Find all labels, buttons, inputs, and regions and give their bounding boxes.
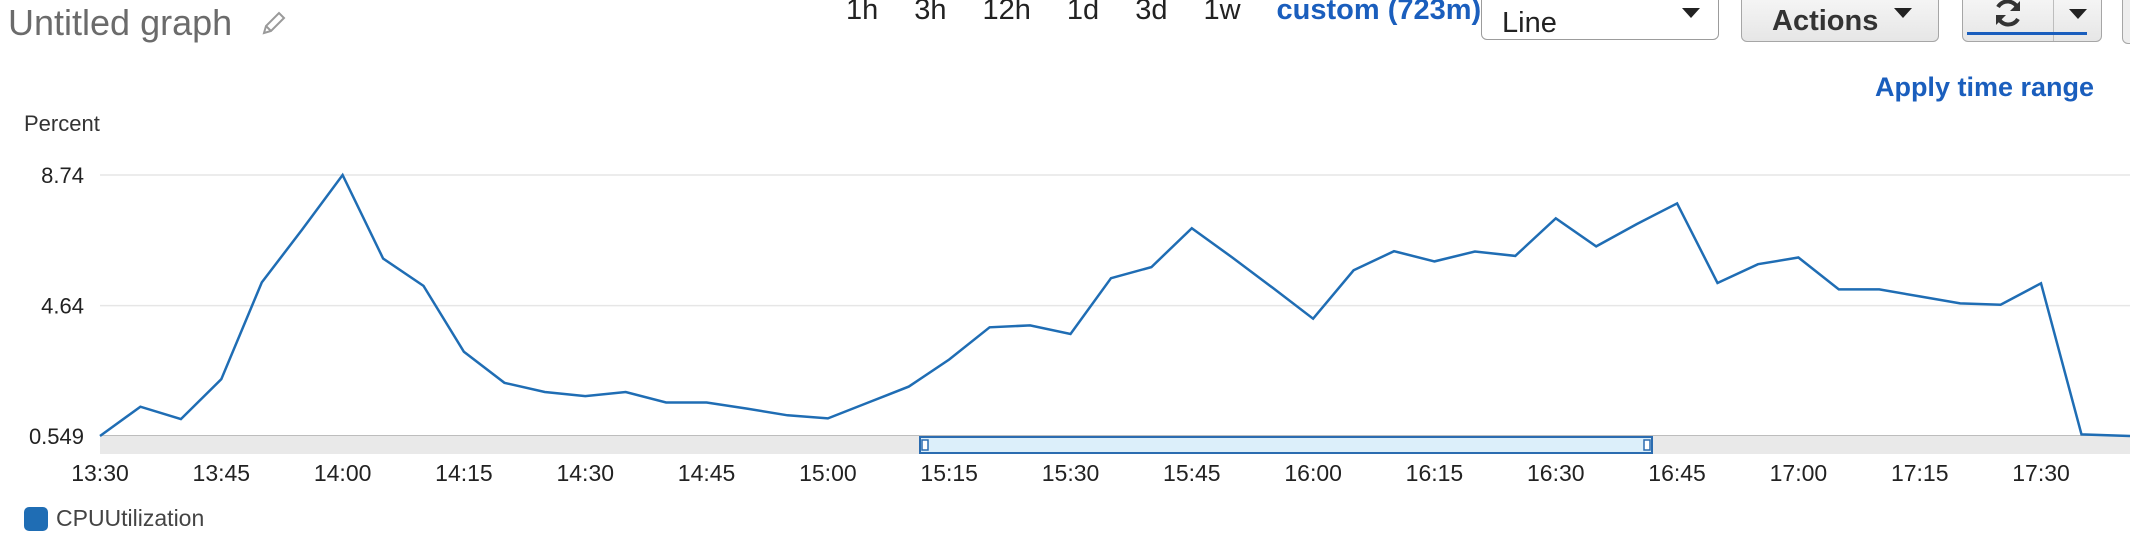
apply-time-range-link[interactable]: Apply time range (1874, 72, 2094, 102)
y-tick-label: 0.549 (29, 424, 84, 449)
x-tick-label: 15:00 (799, 460, 857, 486)
actions-button[interactable]: Actions (1741, 0, 1939, 42)
graph-type-value: Line (1502, 7, 1557, 39)
y-tick-label: 4.64 (41, 294, 84, 319)
time-scrubber-selection[interactable] (919, 436, 1653, 454)
range-custom-label: custom (723m) (1276, 0, 1482, 26)
chevron-down-icon (1682, 8, 1700, 18)
legend-swatch[interactable] (24, 506, 48, 531)
actions-label: Actions (1772, 5, 1879, 37)
graph-type-select[interactable]: Line (1481, 0, 1719, 40)
refresh-button-group (1962, 0, 2102, 42)
x-tick-label: 16:15 (1406, 460, 1464, 486)
y-axis-label: Percent (24, 111, 100, 136)
chevron-down-icon (1894, 8, 1912, 18)
graph-title[interactable]: Untitled graph (8, 2, 233, 43)
refresh-progress (1967, 32, 2087, 35)
x-tick-label: 16:30 (1527, 460, 1585, 486)
x-tick-label: 15:15 (920, 460, 978, 486)
range-1d[interactable]: 1d (1066, 0, 1100, 26)
range-3d[interactable]: 3d (1135, 0, 1168, 26)
edge-button[interactable] (2122, 0, 2130, 44)
legend: CPUUtilization (24, 505, 204, 532)
x-tick-label: 14:45 (678, 460, 736, 486)
range-3h[interactable]: 3h (914, 0, 947, 26)
pencil-icon[interactable] (260, 9, 288, 37)
x-tick-label: 15:45 (1163, 460, 1221, 486)
legend-label: CPUUtilization (56, 505, 205, 531)
x-tick-label: 14:15 (435, 460, 493, 486)
series-line-cpuutilization (99, 172, 2130, 438)
refresh-icon[interactable] (1991, 0, 2025, 29)
x-tick-label: 14:00 (314, 460, 372, 486)
x-tick-label: 16:00 (1284, 460, 1342, 486)
x-tick-label: 13:30 (71, 460, 129, 486)
x-tick-label: 13:45 (193, 460, 251, 486)
x-tick-label: 15:30 (1042, 460, 1100, 486)
range-1h[interactable]: 1h (846, 0, 879, 26)
scrubber-right-handle[interactable] (1643, 439, 1651, 451)
x-tick-label: 14:30 (556, 460, 614, 486)
x-tick-label: 17:30 (2012, 460, 2070, 486)
x-tick-label: 16:45 (1648, 460, 1706, 486)
range-12h[interactable]: 12h (982, 0, 1031, 26)
range-1w[interactable]: 1w (1203, 0, 1241, 26)
graph-title-row: Untitled graph (8, 2, 288, 44)
x-tick-label: 17:00 (1770, 460, 1828, 486)
refresh-options-caret-icon[interactable] (2069, 9, 2087, 19)
scrubber-left-handle[interactable] (921, 439, 929, 451)
button-separator (2053, 0, 2054, 41)
time-range-selector: 1h 3h 12h 1d 3d 1w custom (723m) (846, 0, 1506, 27)
x-tick-label: 17:15 (1891, 460, 1949, 486)
y-tick-label: 8.74 (41, 163, 84, 188)
